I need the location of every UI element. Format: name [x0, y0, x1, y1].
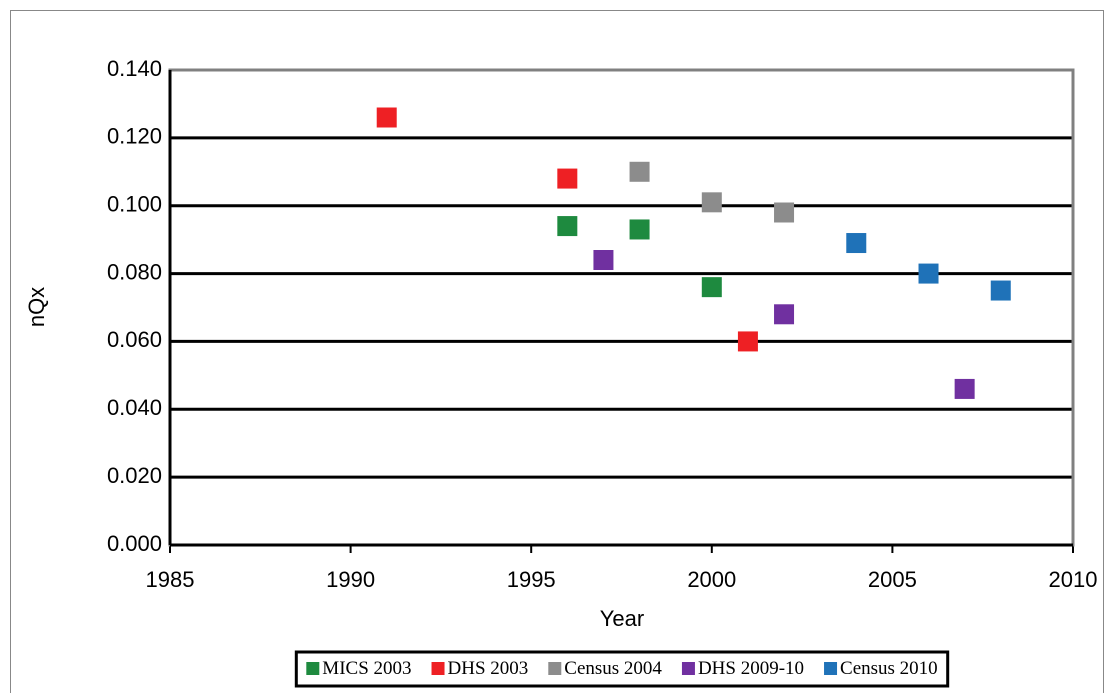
y-tick-label: 0.080	[107, 259, 162, 284]
y-tick-label: 0.100	[107, 192, 162, 217]
legend-label: Census 2004	[564, 658, 662, 679]
legend-swatch	[431, 662, 445, 675]
point	[557, 168, 578, 189]
point	[774, 202, 795, 223]
x-tick-label: 2005	[868, 567, 917, 592]
legend-swatch	[548, 662, 562, 675]
point	[701, 277, 722, 298]
y-axis-label: nQx	[24, 287, 49, 327]
legend-swatch	[306, 662, 320, 675]
legend-swatch	[824, 662, 838, 675]
point	[954, 378, 975, 399]
plot-border	[168, 68, 1075, 547]
x-tick-label: 2010	[1049, 567, 1098, 592]
legend-label: DHS 2009-10	[698, 658, 804, 679]
point	[593, 250, 614, 270]
legend-label: DHS 2003	[448, 658, 529, 679]
y-tick-label: 0.140	[107, 56, 162, 81]
y-tick-label: 0.120	[107, 124, 162, 149]
point	[376, 107, 397, 128]
point	[557, 216, 578, 237]
point	[737, 331, 758, 352]
point	[846, 233, 867, 254]
point	[918, 263, 939, 284]
x-tick-label: 2000	[687, 567, 736, 592]
x-tick-label: 1985	[146, 567, 195, 592]
legend-label: Census 2010	[840, 658, 938, 679]
y-tick-label: 0.060	[107, 327, 162, 352]
legend-box	[294, 650, 950, 688]
point	[774, 304, 795, 325]
legend-swatch	[681, 662, 695, 675]
x-tick-label: 1990	[326, 567, 375, 592]
y-tick-label: 0.020	[107, 463, 162, 488]
x-tick-label: 1995	[507, 567, 556, 592]
x-axis-label: Year	[600, 606, 644, 631]
point	[701, 192, 722, 213]
point	[990, 280, 1011, 301]
y-tick-label: 0.000	[107, 531, 162, 556]
point	[629, 219, 650, 240]
chart-frame	[10, 10, 1104, 693]
y-tick-label: 0.040	[107, 395, 162, 420]
legend: MICS 2003 DHS 2003 Census 2004 DHS 2009-10 C…	[294, 650, 950, 688]
legend-label: MICS 2003	[322, 658, 411, 679]
point	[629, 161, 650, 182]
